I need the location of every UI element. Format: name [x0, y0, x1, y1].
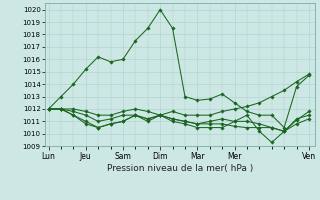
- X-axis label: Pression niveau de la mer( hPa ): Pression niveau de la mer( hPa ): [107, 164, 253, 173]
